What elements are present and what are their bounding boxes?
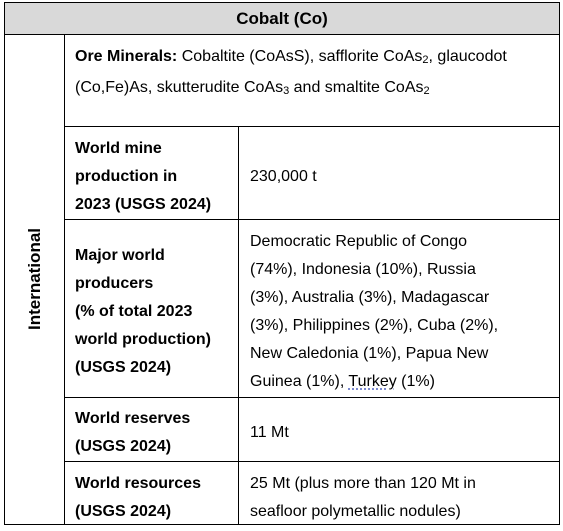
row-divider [65, 126, 559, 127]
ore-text-3: and smaltite CoAs [289, 79, 424, 96]
ore-sub-2: 3 [283, 85, 290, 97]
row-divider [65, 461, 559, 462]
table-title: Cobalt (Co) [5, 3, 559, 35]
ore-text-1: Cobaltite (CoAsS), safflorite CoAs [177, 48, 423, 65]
ore-minerals-cell: Ore Minerals: Cobaltite (CoAsS), safflor… [75, 43, 545, 105]
side-header: International [5, 35, 65, 524]
table-title-text: Cobalt (Co) [236, 8, 328, 28]
mine-production-label: World mine production in 2023 (USGS 2024… [75, 140, 212, 213]
side-header-label: International [25, 227, 44, 331]
reserves-label: World reserves (USGS 2024) [75, 410, 191, 455]
ore-minerals-label: Ore Minerals: [75, 48, 178, 65]
reserves-value: 11 Mt [250, 424, 289, 441]
cobalt-table: Cobalt (Co) International Ore Minerals: … [4, 2, 560, 525]
producers-label: Major world producers (% of total 2023 w… [75, 247, 211, 376]
resources-label: World resources (USGS 2024) [75, 475, 201, 520]
row-divider [65, 397, 559, 398]
row-divider [65, 219, 559, 220]
column-divider [238, 126, 239, 524]
producers-value: Democratic Republic of Congo (74%), Indo… [250, 233, 499, 390]
ore-sub-1: 2 [422, 54, 429, 66]
spellcheck-word: Turkey [348, 373, 397, 390]
ore-text-2: , glaucodot (Co,Fe)As, skutterudite CoAs [75, 48, 507, 96]
ore-sub-3: 2 [423, 85, 430, 97]
resources-value: 25 Mt (plus more than 120 Mt in seafloor… [250, 475, 476, 520]
mine-production-value: 230,000 t [250, 168, 317, 185]
